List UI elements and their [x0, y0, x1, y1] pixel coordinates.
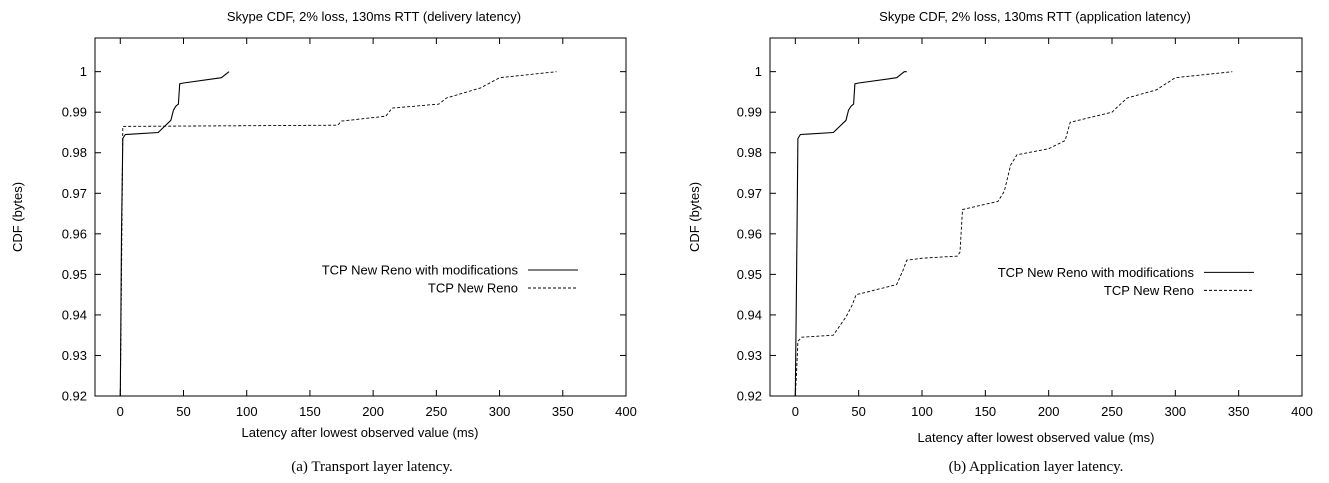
y-tick-label: 0.98	[737, 145, 762, 160]
x-tick-label: 150	[299, 404, 321, 419]
x-axis-label: Latency after lowest observed value (ms)	[918, 430, 1155, 445]
y-tick-label: 0.95	[737, 267, 762, 282]
x-tick-label: 100	[911, 404, 933, 419]
y-tick-label: 0.94	[737, 307, 762, 322]
y-tick-label: 0.95	[62, 267, 87, 282]
x-tick-label: 300	[489, 404, 511, 419]
y-tick-label: 0.98	[62, 145, 87, 160]
x-tick-label: 50	[851, 404, 865, 419]
x-tick-label: 50	[176, 404, 190, 419]
series-line-1	[119, 71, 230, 397]
chart-title: Skype CDF, 2% loss, 130ms RTT (applicati…	[879, 9, 1191, 24]
y-tick-label: 0.93	[737, 348, 762, 363]
legend-label: TCP New Reno with modifications	[998, 265, 1195, 280]
y-tick-label: 0.96	[62, 226, 87, 241]
chart-application-latency: Skype CDF, 2% loss, 130ms RTT (applicati…	[687, 9, 1313, 475]
x-tick-label: 0	[792, 404, 799, 419]
x-axis-ticks: 0 50 100 150 200 250 300 350 400	[117, 38, 637, 419]
x-tick-label: 300	[1164, 404, 1186, 419]
y-tick-label: 0.92	[62, 389, 87, 404]
legend: TCP New Reno with modifications TCP New R…	[322, 263, 578, 296]
y-tick-label: 0.92	[737, 389, 762, 404]
figure-caption: (b) Application layer latency.	[949, 459, 1124, 475]
legend-label: TCP New Reno	[1104, 283, 1194, 298]
y-axis-ticks: 0.92 0.93 0.94 0.95 0.96 0.97 0.98 0.99 1	[737, 64, 1302, 404]
series-line-2	[794, 71, 1233, 397]
x-tick-label: 250	[426, 404, 448, 419]
x-tick-label: 0	[117, 404, 124, 419]
x-axis-ticks: 0 50 100 150 200 250 300 350 400	[792, 38, 1313, 419]
x-axis-label: Latency after lowest observed value (ms)	[242, 425, 479, 440]
x-tick-label: 350	[1228, 404, 1250, 419]
chart-title: Skype CDF, 2% loss, 130ms RTT (delivery …	[227, 9, 521, 24]
y-tick-label: 1	[755, 64, 762, 79]
plot-frame	[94, 37, 627, 397]
series-line-1	[794, 71, 907, 397]
figure-caption: (a) Transport layer latency.	[291, 459, 452, 475]
y-tick-label: 0.93	[62, 348, 87, 363]
y-tick-label: 0.97	[62, 186, 87, 201]
y-tick-label: 0.99	[62, 105, 87, 120]
series-lines	[794, 71, 1233, 397]
y-axis-ticks: 0.92 0.93 0.94 0.95 0.96 0.97 0.98 0.99 1	[62, 64, 626, 404]
y-tick-label: 1	[80, 64, 87, 79]
x-tick-label: 250	[1101, 404, 1123, 419]
x-tick-label: 350	[552, 404, 574, 419]
x-tick-label: 400	[1291, 404, 1313, 419]
series-lines	[119, 71, 557, 397]
x-tick-label: 100	[236, 404, 258, 419]
legend-label: TCP New Reno with modifications	[322, 263, 519, 278]
x-tick-label: 200	[1038, 404, 1060, 419]
y-axis-label: CDF (bytes)	[10, 182, 25, 252]
y-tick-label: 0.94	[62, 307, 87, 322]
plot-frame	[769, 37, 1303, 397]
y-tick-label: 0.96	[737, 226, 762, 241]
x-tick-label: 150	[974, 404, 996, 419]
y-tick-label: 0.97	[737, 186, 762, 201]
legend-label: TCP New Reno	[428, 281, 518, 296]
y-axis-label: CDF (bytes)	[687, 182, 702, 252]
series-line-2	[119, 71, 557, 397]
chart-transport-latency: Skype CDF, 2% loss, 130ms RTT (delivery …	[10, 9, 637, 475]
legend: TCP New Reno with modifications TCP New R…	[998, 265, 1254, 298]
x-tick-label: 400	[615, 404, 637, 419]
x-tick-label: 200	[362, 404, 384, 419]
y-tick-label: 0.99	[737, 105, 762, 120]
